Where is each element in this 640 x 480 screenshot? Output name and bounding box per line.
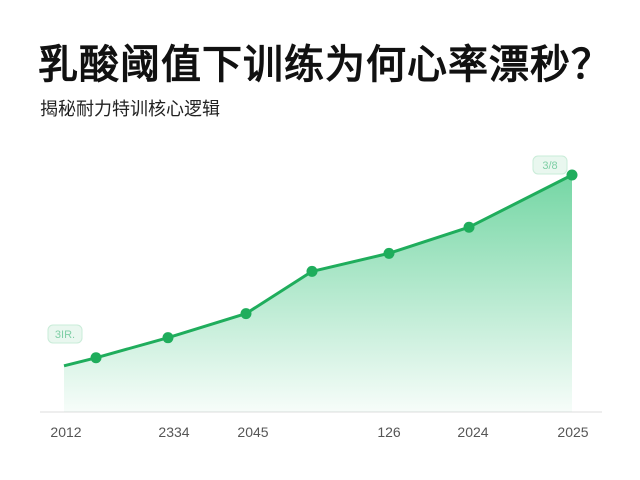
data-point bbox=[162, 332, 174, 344]
series-line bbox=[63, 173, 573, 368]
data-point bbox=[90, 352, 102, 364]
data-point bbox=[383, 247, 395, 259]
data-point bbox=[306, 265, 318, 277]
x-tick-label: 2012 bbox=[50, 424, 81, 440]
data-point bbox=[566, 169, 578, 181]
x-tick-label: 2024 bbox=[457, 424, 488, 440]
annotation-label: 3IR. bbox=[55, 329, 75, 341]
page-subtitle: 揭秘耐力特训核心逻辑 bbox=[40, 99, 220, 120]
annotation-badge: 3IR. bbox=[47, 324, 83, 344]
x-tick-label: 2045 bbox=[237, 424, 268, 440]
annotation-badge: 3/8 bbox=[532, 155, 568, 175]
x-tick-label: 2334 bbox=[158, 424, 189, 440]
data-point bbox=[240, 308, 252, 320]
area-fill bbox=[64, 175, 572, 412]
annotation-label: 3/8 bbox=[542, 160, 557, 172]
page-title: 乳酸阈值下训练为何心率漂秒？ bbox=[38, 42, 612, 88]
data-point bbox=[463, 221, 475, 233]
x-tick-label: 2025 bbox=[557, 424, 588, 440]
x-tick-label: 126 bbox=[377, 424, 401, 440]
